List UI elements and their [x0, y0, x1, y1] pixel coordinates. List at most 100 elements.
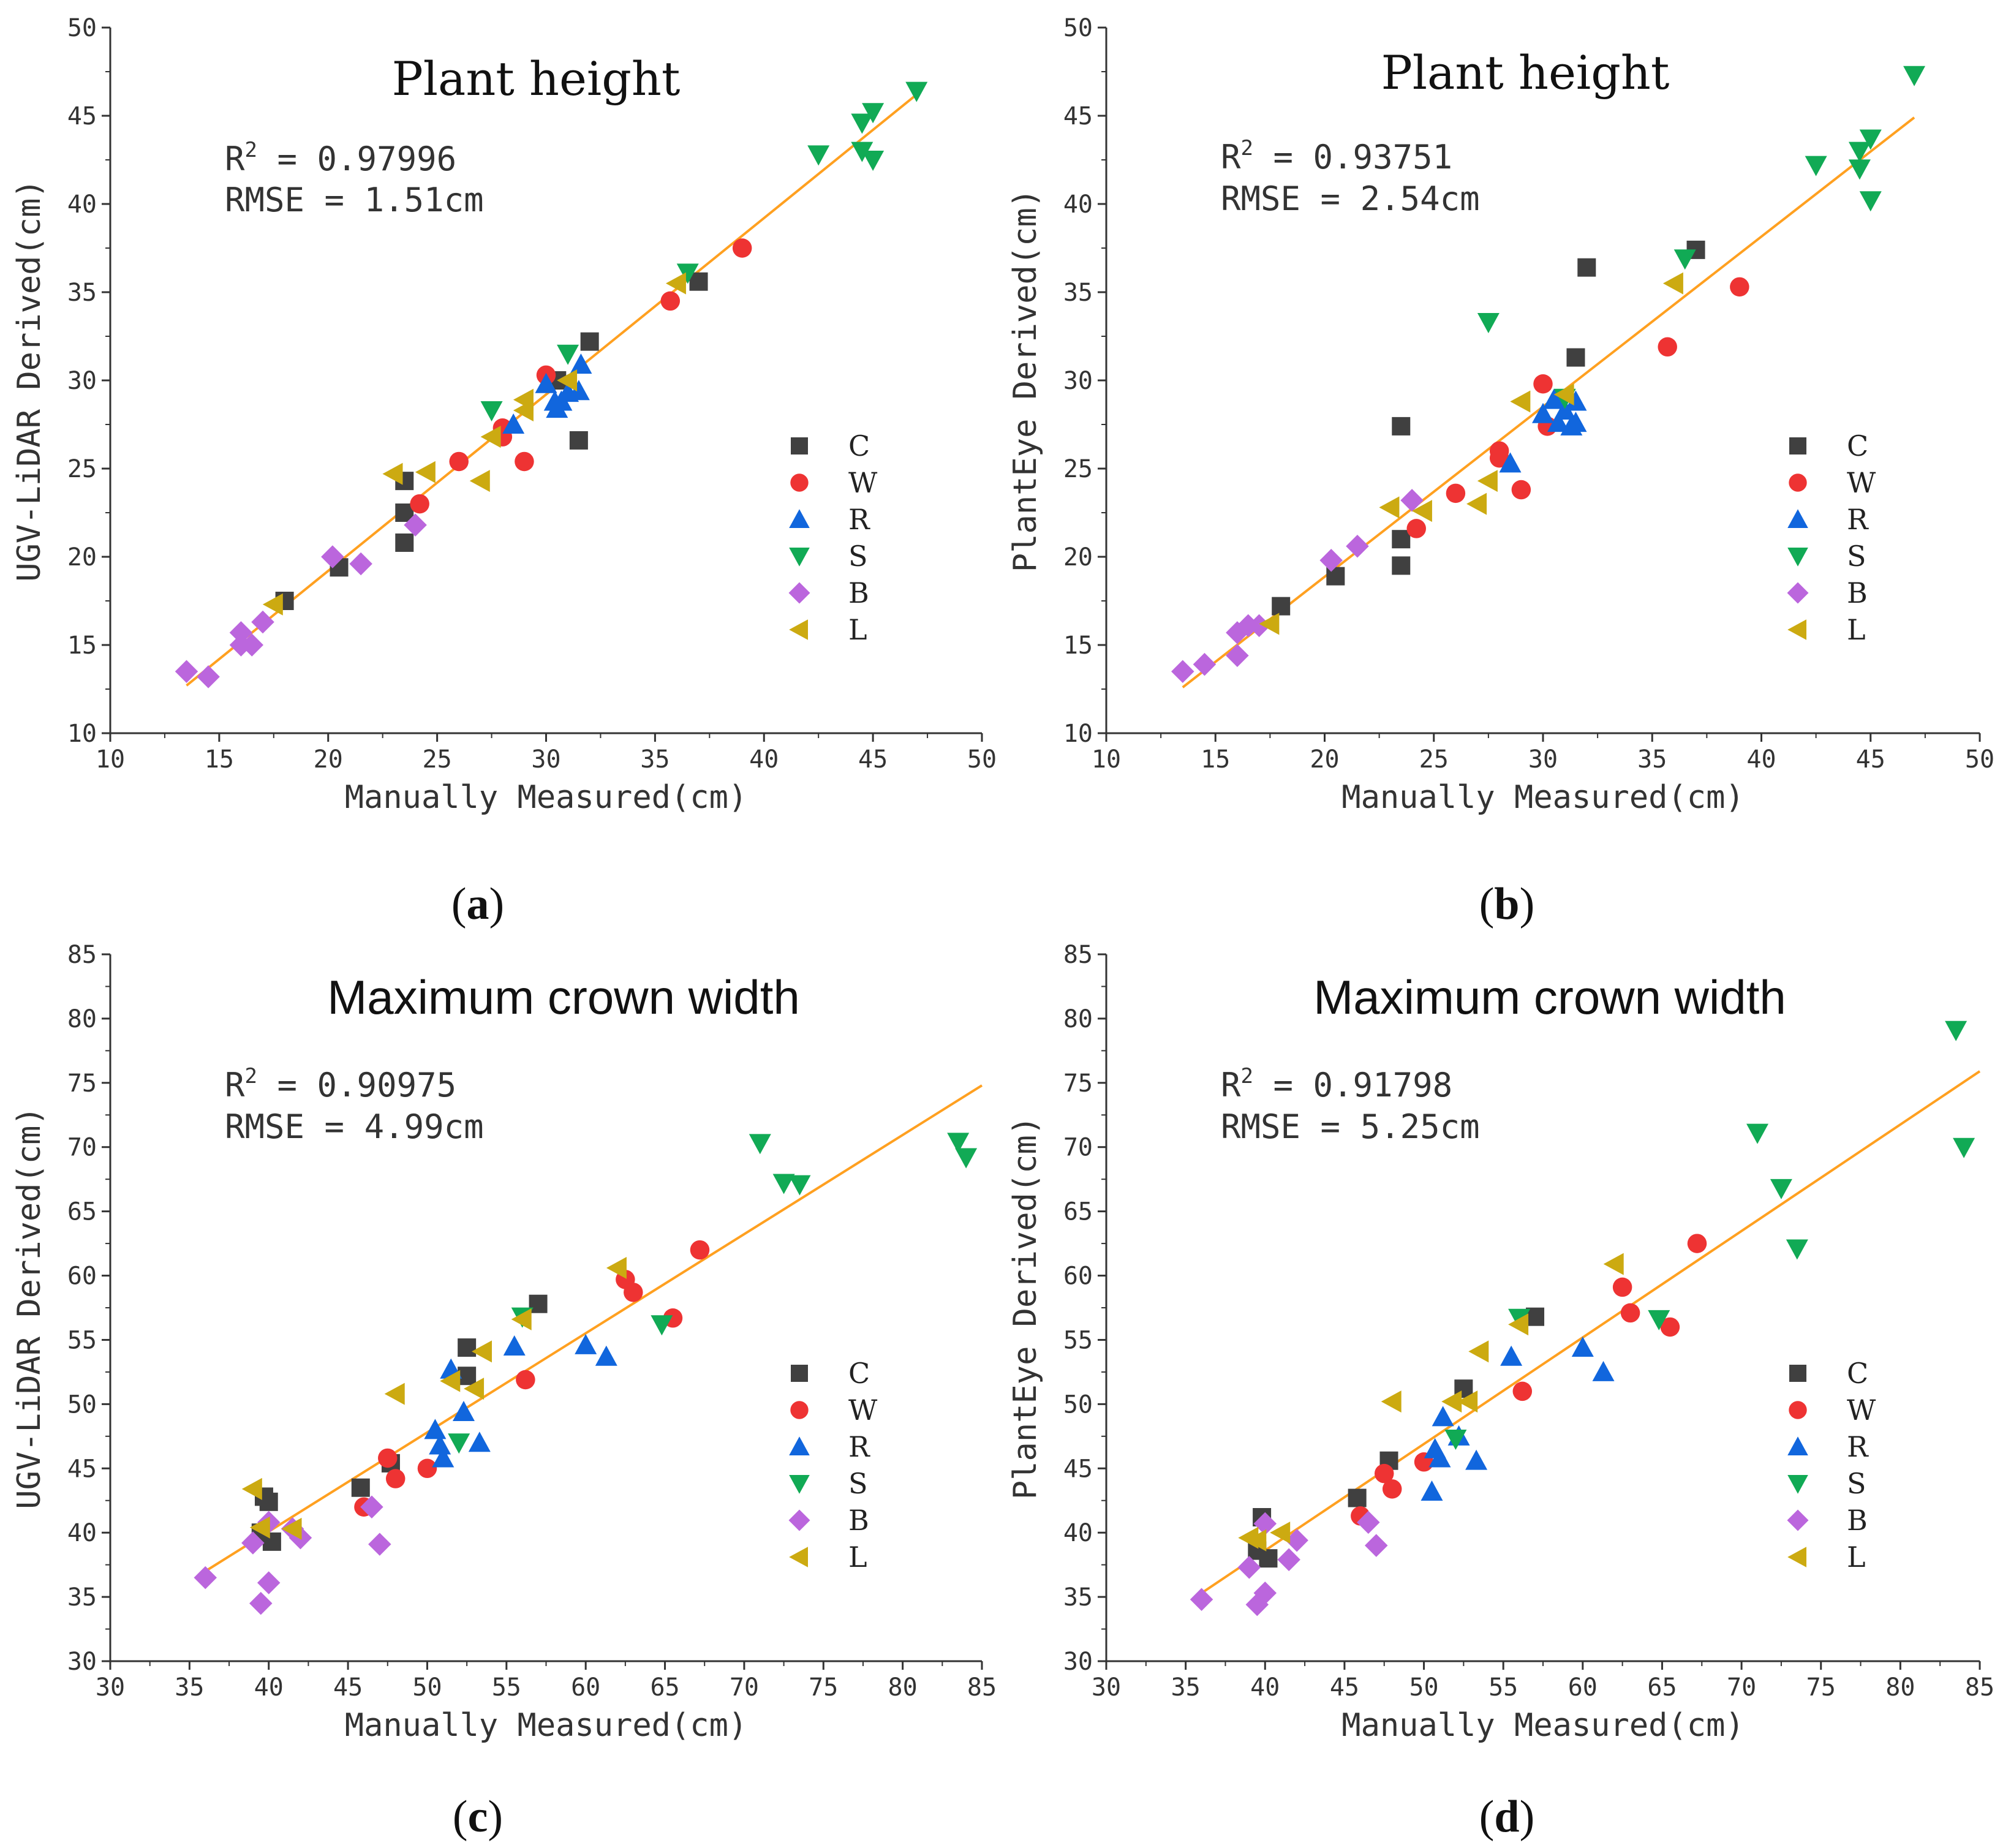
x-tick-label: 85 — [1965, 1673, 1994, 1702]
x-tick-label: 80 — [888, 1673, 918, 1702]
data-point-W — [1730, 277, 1749, 297]
data-point-L — [1379, 496, 1400, 519]
legend-label-B: B — [848, 1504, 869, 1537]
y-tick-label: 65 — [67, 1198, 97, 1226]
data-point-W — [1382, 1479, 1402, 1499]
x-tick-label: 35 — [1637, 745, 1667, 774]
y-axis-label: PlantEye Derived(cm) — [1007, 189, 1044, 572]
r-squared-label: R2 = 0.90975 — [225, 1064, 456, 1104]
data-point-B — [249, 1591, 273, 1615]
legend-marker-R — [789, 1436, 810, 1455]
x-tick-label: 45 — [858, 745, 888, 774]
series-R — [1421, 1337, 1615, 1501]
x-axis-label: Manually Measured(cm) — [1341, 1707, 1744, 1744]
data-point-B — [1226, 644, 1249, 668]
y-tick-label: 70 — [67, 1134, 97, 1162]
data-point-W — [1489, 448, 1509, 468]
data-point-R — [570, 353, 592, 374]
data-point-S — [1444, 1430, 1467, 1450]
y-tick-label: 30 — [1063, 367, 1093, 395]
data-point-R — [1428, 1447, 1451, 1468]
data-point-L — [1662, 272, 1683, 295]
data-point-R — [1542, 388, 1565, 409]
data-point-S — [1673, 249, 1696, 270]
data-point-B — [1346, 534, 1369, 558]
y-tick-label: 55 — [1063, 1326, 1093, 1354]
x-tick-label: 70 — [730, 1673, 759, 1702]
data-point-L — [557, 369, 578, 391]
y-tick-label: 80 — [67, 1005, 97, 1033]
x-tick-label: 20 — [314, 745, 343, 774]
legend-label-L: L — [1847, 613, 1866, 646]
data-point-S — [676, 263, 699, 284]
data-point-W — [1658, 337, 1677, 357]
series-S — [448, 1133, 978, 1454]
data-point-C — [395, 533, 414, 552]
data-point-L — [1270, 1522, 1291, 1544]
data-point-B — [240, 633, 263, 657]
data-point-B — [360, 1495, 383, 1518]
y-tick-label: 70 — [1063, 1134, 1093, 1162]
data-point-S — [1848, 141, 1871, 162]
panel-label: (b) — [1479, 879, 1534, 929]
data-point-W — [417, 1458, 437, 1479]
data-point-W — [1620, 1303, 1640, 1323]
data-point-C — [1259, 1549, 1278, 1568]
series-C — [1248, 1307, 1545, 1568]
legend-marker-B — [788, 1509, 810, 1531]
legend-label-C: C — [1847, 1357, 1868, 1390]
y-tick-label: 50 — [1063, 14, 1093, 42]
y-tick-label: 40 — [67, 190, 97, 219]
legend-label-L: L — [848, 1541, 867, 1574]
data-point-L — [440, 1370, 461, 1392]
data-point-W — [1660, 1317, 1680, 1337]
data-point-S — [1848, 159, 1871, 180]
y-tick-label: 15 — [67, 632, 97, 660]
x-tick-label: 35 — [640, 745, 670, 774]
legend-label-S: S — [848, 540, 868, 573]
series-B — [175, 513, 427, 688]
data-point-L — [382, 462, 403, 485]
series-L — [1259, 272, 1683, 635]
data-point-W — [515, 451, 534, 472]
data-point-S — [851, 113, 873, 134]
y-axis-label: UGV-LiDAR Derived(cm) — [11, 179, 48, 581]
data-point-B — [251, 610, 274, 634]
x-tick-label: 45 — [1330, 1673, 1359, 1702]
x-tick-label: 30 — [1528, 745, 1558, 774]
legend-label-W: W — [848, 466, 878, 499]
y-tick-label: 50 — [67, 14, 97, 42]
chart-title: Plant height — [392, 51, 681, 106]
data-point-S — [1805, 156, 1827, 176]
y-tick-label: 30 — [67, 367, 97, 395]
data-point-B — [1319, 549, 1343, 572]
series-B — [1190, 1510, 1388, 1616]
data-point-S — [1903, 66, 1926, 86]
y-tick-label: 50 — [67, 1390, 97, 1419]
x-tick-label: 25 — [1419, 745, 1449, 774]
data-point-L — [1466, 492, 1487, 515]
legend-marker-W — [790, 473, 809, 492]
data-point-C — [1392, 530, 1411, 549]
data-point-L — [384, 1382, 405, 1405]
panel-label: (c) — [453, 1792, 503, 1842]
data-point-B — [1365, 1534, 1388, 1557]
data-point-C — [1392, 556, 1411, 575]
series-S — [1477, 66, 1926, 409]
data-point-S — [851, 141, 873, 162]
data-point-B — [241, 1531, 265, 1555]
y-tick-label: 45 — [67, 102, 97, 130]
series-W — [1406, 277, 1749, 538]
y-tick-label: 75 — [1063, 1069, 1093, 1098]
data-point-L — [606, 1256, 627, 1279]
x-tick-label: 40 — [1250, 1673, 1280, 1702]
data-point-S — [1859, 191, 1882, 212]
data-point-C — [580, 332, 599, 351]
x-tick-label: 40 — [254, 1673, 284, 1702]
y-tick-label: 40 — [1063, 1519, 1093, 1547]
data-point-W — [1687, 1234, 1707, 1253]
x-tick-label: 70 — [1727, 1673, 1756, 1702]
